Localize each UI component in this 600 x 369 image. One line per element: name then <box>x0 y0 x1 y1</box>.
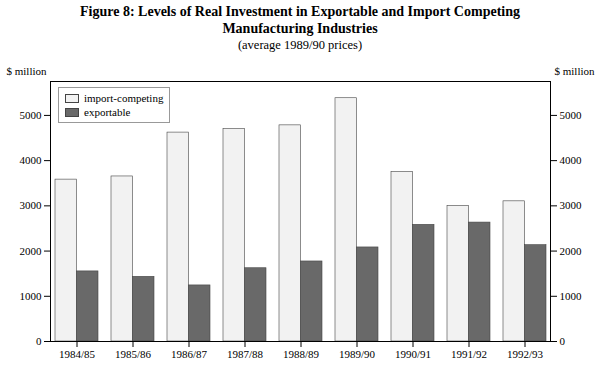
svg-text:2000: 2000 <box>20 245 43 257</box>
svg-text:1985/86: 1985/86 <box>115 348 152 360</box>
svg-text:0: 0 <box>560 335 566 347</box>
svg-text:1000: 1000 <box>20 290 43 302</box>
html-text:import-competing: import-competing <box>84 92 164 104</box>
svg-text:1984/85: 1984/85 <box>59 348 96 360</box>
svg-text:$ million: $ million <box>7 65 48 77</box>
svg-text:3000: 3000 <box>560 199 583 211</box>
svg-text:1992/93: 1992/93 <box>507 348 544 360</box>
html-text:exportable: exportable <box>84 106 131 118</box>
svg-text:1987/88: 1987/88 <box>227 348 264 360</box>
svg-text:1000: 1000 <box>560 290 583 302</box>
svg-text:5000: 5000 <box>20 109 43 121</box>
svg-text:1991/92: 1991/92 <box>451 348 487 360</box>
svg-text:0: 0 <box>36 335 42 347</box>
svg-text:4000: 4000 <box>20 154 43 166</box>
svg-text:1988/89: 1988/89 <box>283 348 320 360</box>
svg-text:1986/87: 1986/87 <box>171 348 208 360</box>
svg-text:2000: 2000 <box>560 245 583 257</box>
svg-text:1990/91: 1990/91 <box>395 348 431 360</box>
html-text:(average 1989/90 prices): (average 1989/90 prices) <box>237 38 363 52</box>
svg-text:4000: 4000 <box>560 154 583 166</box>
svg-text:5000: 5000 <box>560 109 583 121</box>
svg-text:1989/90: 1989/90 <box>339 348 376 360</box>
svg-text:$ million: $ million <box>554 65 595 77</box>
svg-text:3000: 3000 <box>20 199 43 211</box>
html-text:Figure 8: Levels of Real Inves: Figure 8: Levels of Real Investment in E… <box>80 4 520 36</box>
